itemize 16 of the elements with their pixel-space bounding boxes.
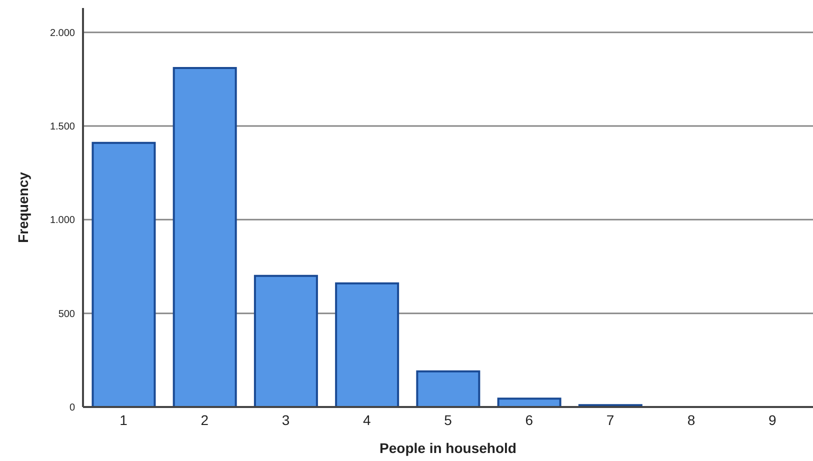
x-tick-label: 2 [200,412,209,428]
x-tick-label: 8 [687,412,696,428]
x-tick-label: 7 [606,412,614,428]
x-tick-label: 6 [525,412,534,428]
x-tick-label: 3 [282,412,290,428]
x-tick-label: 5 [444,412,452,428]
y-axis-title: Frequency [14,172,31,243]
x-tick-label: 9 [768,412,777,428]
x-tick-label: 1 [120,412,128,428]
y-tick-label: 1.500 [50,122,76,133]
x-axis-title: People in household [380,440,516,456]
x-tick-label: 4 [362,412,371,428]
y-tick-label: 500 [58,308,76,320]
y-tick-label: 0 [69,402,76,414]
y-tick-label: 2.000 [50,28,76,39]
y-tick-label: 1.000 [50,215,76,226]
